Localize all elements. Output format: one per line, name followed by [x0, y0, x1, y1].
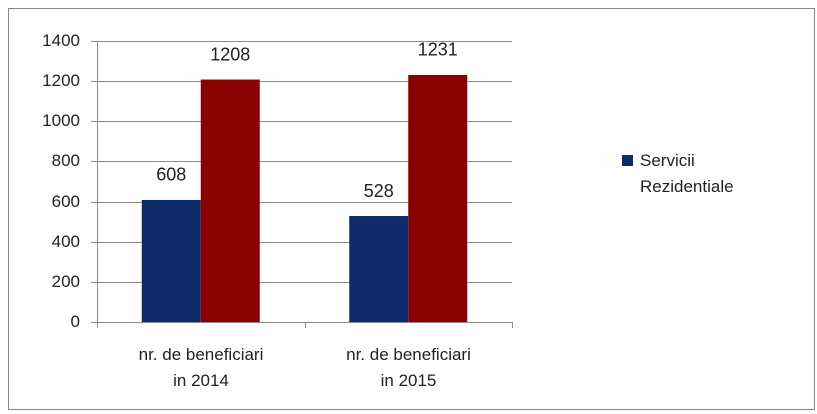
data-label: 608 — [156, 165, 186, 185]
y-tick-label: 1400 — [42, 31, 80, 50]
y-tick-label: 0 — [71, 312, 80, 331]
legend-swatch — [622, 155, 633, 166]
bar — [141, 199, 201, 322]
data-label: 1231 — [418, 40, 458, 60]
x-tick-label: nr. de beneficiari in 2015 — [346, 345, 471, 390]
y-tick-label: 1200 — [42, 71, 80, 90]
data-label: 528 — [364, 181, 394, 201]
x-tick-label: nr. de beneficiari in 2014 — [138, 345, 264, 390]
y-tick-label: 1000 — [42, 111, 80, 130]
bar — [349, 216, 409, 322]
bar — [408, 74, 468, 322]
y-tick-label: 600 — [52, 192, 80, 211]
y-tick-label: 800 — [52, 151, 80, 170]
legend-label: Servicii Rezidentiale — [640, 151, 734, 196]
bar — [200, 79, 260, 322]
y-tick-label: 200 — [52, 272, 80, 291]
data-label: 1208 — [210, 44, 250, 64]
y-tick-label: 400 — [52, 232, 80, 251]
